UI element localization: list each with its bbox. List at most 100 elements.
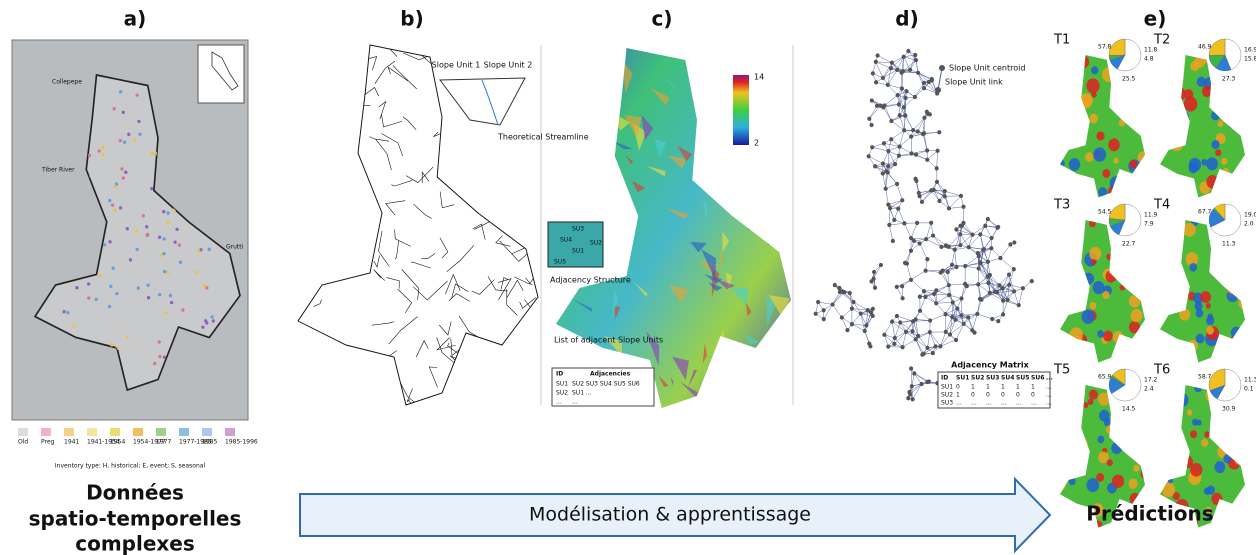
facet: [759, 49, 772, 70]
patch: [1086, 78, 1099, 93]
centroid: [897, 102, 901, 106]
pie-label: 17.2: [1144, 377, 1158, 384]
centroid: [833, 283, 837, 287]
patch: [1067, 49, 1079, 63]
centroid: [925, 346, 929, 350]
facet: [560, 88, 569, 109]
patch: [1236, 88, 1249, 102]
patch: [1239, 228, 1249, 239]
landslide: [87, 282, 90, 285]
centroid: [937, 199, 941, 203]
table-cell: SU2 SU3 SU4 SU5 SU6: [572, 381, 640, 388]
pie-label: 4.8: [1144, 56, 1154, 63]
landslide: [101, 146, 104, 149]
landslide: [163, 356, 166, 359]
unit-boundary: [447, 245, 474, 271]
unit-boundary: [416, 341, 428, 357]
centroid: [909, 366, 913, 370]
centroid: [953, 318, 957, 322]
centroid: [859, 311, 863, 315]
patch: [1222, 246, 1234, 259]
time-label: T6: [1153, 363, 1170, 378]
link: [943, 267, 957, 271]
centroid: [986, 260, 990, 264]
centroid: [908, 68, 912, 72]
unit-boundary: [398, 289, 412, 313]
patch: [1063, 230, 1076, 245]
patch: [1211, 140, 1219, 149]
landslide: [170, 301, 173, 304]
place-label: Tiber River: [41, 167, 75, 174]
landslide: [158, 293, 161, 296]
patch: [1055, 169, 1068, 184]
patch: [1089, 114, 1098, 124]
link: [980, 234, 983, 249]
patch: [1069, 158, 1080, 171]
patch: [1107, 459, 1113, 466]
landslide: [126, 227, 129, 230]
patch: [1221, 158, 1227, 165]
landslide: [138, 132, 141, 135]
facet: [695, 49, 704, 66]
unit-boundary: [469, 73, 478, 79]
centroid: [822, 308, 826, 312]
link: [930, 332, 941, 346]
unit-boundary: [393, 65, 417, 88]
legend-label: 1954: [110, 439, 125, 446]
facet: [785, 402, 804, 415]
patch: [1196, 334, 1205, 344]
patch: [1167, 122, 1173, 128]
centroid: [905, 261, 909, 265]
centroid: [867, 341, 871, 345]
patch: [1075, 510, 1082, 518]
centroid: [978, 260, 982, 264]
table-cell: 1: [1001, 384, 1005, 391]
landslide: [163, 237, 166, 240]
landslide: [127, 133, 130, 136]
centroid: [922, 131, 926, 135]
patch: [1133, 465, 1139, 472]
pie-label: 25.5: [1122, 76, 1136, 83]
unit-boundary: [372, 200, 378, 235]
landslide: [137, 120, 140, 123]
landslide: [162, 252, 165, 255]
legend-marker: [935, 87, 941, 93]
landslide: [103, 243, 106, 246]
unit-boundary: [381, 115, 402, 127]
link: [889, 208, 890, 225]
patch: [1061, 430, 1073, 443]
unit-boundary: [498, 279, 511, 300]
patch: [1187, 409, 1193, 415]
unit-boundary: [306, 107, 317, 130]
landslide: [108, 305, 111, 308]
unit-boundary: [422, 172, 429, 183]
facet: [571, 189, 587, 211]
centroid: [1001, 312, 1005, 316]
link: [912, 150, 928, 153]
patch: [1196, 309, 1204, 318]
map: [1159, 217, 1249, 368]
link: [892, 322, 895, 338]
landslide: [133, 139, 136, 142]
legend-swatch: [156, 428, 166, 436]
centroid: [907, 390, 911, 394]
link: [904, 223, 911, 238]
centroid: [889, 119, 893, 123]
landslide: [175, 228, 178, 231]
unit-boundary: [440, 238, 448, 258]
facet: [767, 341, 774, 364]
unit-boundary: [295, 152, 311, 156]
landslide: [147, 296, 150, 299]
centroid: [881, 76, 885, 80]
link: [872, 147, 888, 151]
patch: [1168, 174, 1175, 182]
patch: [1119, 284, 1125, 290]
patch: [1081, 439, 1088, 447]
time-label: T3: [1053, 198, 1070, 213]
centroid: [881, 161, 885, 165]
centroid: [1012, 289, 1016, 293]
patch: [1162, 116, 1174, 130]
link: [889, 225, 893, 241]
patch: [1224, 344, 1231, 352]
table-header: SU1: [956, 375, 969, 382]
